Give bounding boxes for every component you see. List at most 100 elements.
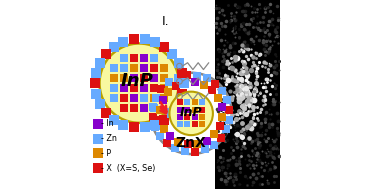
Point: [269, 43, 275, 46]
Point: [247, 85, 253, 88]
Point: [226, 111, 232, 114]
Point: [243, 86, 249, 89]
Point: [249, 101, 255, 104]
Point: [220, 138, 226, 141]
Point: [253, 88, 259, 91]
Point: [263, 139, 269, 142]
Point: [179, 92, 185, 95]
Point: [233, 164, 239, 167]
Point: [248, 48, 254, 51]
Point: [230, 156, 236, 159]
Point: [219, 60, 225, 63]
Point: [216, 29, 221, 32]
Point: [219, 106, 225, 109]
Point: [241, 40, 247, 43]
Point: [235, 93, 241, 96]
Point: [221, 14, 227, 17]
Point: [245, 110, 251, 113]
Point: [243, 92, 249, 95]
Point: [255, 141, 261, 144]
Point: [260, 16, 266, 19]
Point: [262, 47, 267, 50]
Point: [251, 94, 257, 97]
Point: [224, 127, 230, 130]
Point: [247, 167, 253, 170]
Point: [225, 64, 231, 67]
Point: [251, 7, 257, 10]
Point: [250, 61, 256, 64]
Point: [222, 49, 228, 52]
Point: [241, 112, 247, 115]
Point: [242, 3, 248, 6]
Point: [229, 66, 235, 69]
Point: [230, 78, 236, 81]
Point: [262, 5, 267, 8]
Point: [262, 6, 268, 9]
Point: [257, 125, 263, 128]
Point: [274, 129, 280, 132]
Point: [252, 95, 257, 98]
Point: [233, 74, 239, 77]
Point: [236, 157, 242, 160]
Point: [255, 27, 261, 30]
Point: [234, 6, 240, 9]
Point: [239, 43, 245, 46]
Point: [230, 149, 236, 152]
Point: [221, 86, 227, 89]
Point: [240, 71, 246, 74]
Point: [216, 50, 222, 53]
Point: [219, 166, 225, 169]
Point: [227, 171, 233, 174]
Point: [243, 45, 249, 48]
Point: [224, 111, 230, 114]
Point: [243, 45, 249, 48]
Point: [243, 129, 249, 132]
Point: [220, 103, 226, 106]
Point: [214, 161, 220, 164]
Point: [271, 101, 277, 104]
Point: [265, 170, 271, 173]
Point: [141, 77, 147, 80]
Point: [265, 5, 271, 8]
Point: [224, 121, 230, 124]
Point: [239, 89, 245, 92]
Point: [225, 109, 231, 112]
Point: [256, 159, 262, 162]
Point: [150, 116, 156, 119]
Point: [209, 89, 215, 92]
Point: [232, 69, 237, 72]
Point: [184, 108, 190, 111]
Point: [232, 25, 238, 28]
Point: [257, 21, 263, 24]
Point: [276, 35, 282, 38]
Point: [228, 12, 234, 15]
Point: [240, 144, 246, 147]
Point: [239, 84, 245, 88]
Point: [161, 77, 167, 80]
Point: [230, 42, 236, 45]
Point: [239, 49, 245, 52]
Point: [275, 19, 281, 22]
Point: [249, 102, 255, 105]
Point: [243, 175, 249, 178]
Point: [250, 163, 256, 167]
Point: [227, 45, 233, 48]
Point: [219, 126, 225, 129]
Point: [241, 59, 247, 62]
Point: [249, 154, 255, 157]
Point: [194, 74, 200, 77]
Point: [267, 92, 273, 95]
Point: [270, 146, 276, 149]
Point: [242, 147, 248, 150]
Point: [252, 139, 258, 142]
Point: [246, 100, 252, 103]
Point: [229, 29, 235, 32]
Point: [226, 4, 232, 7]
Point: [266, 34, 272, 37]
Point: [199, 123, 205, 126]
Point: [242, 65, 248, 68]
Point: [265, 136, 271, 139]
Circle shape: [99, 43, 179, 123]
Point: [243, 137, 249, 140]
Point: [224, 171, 230, 174]
